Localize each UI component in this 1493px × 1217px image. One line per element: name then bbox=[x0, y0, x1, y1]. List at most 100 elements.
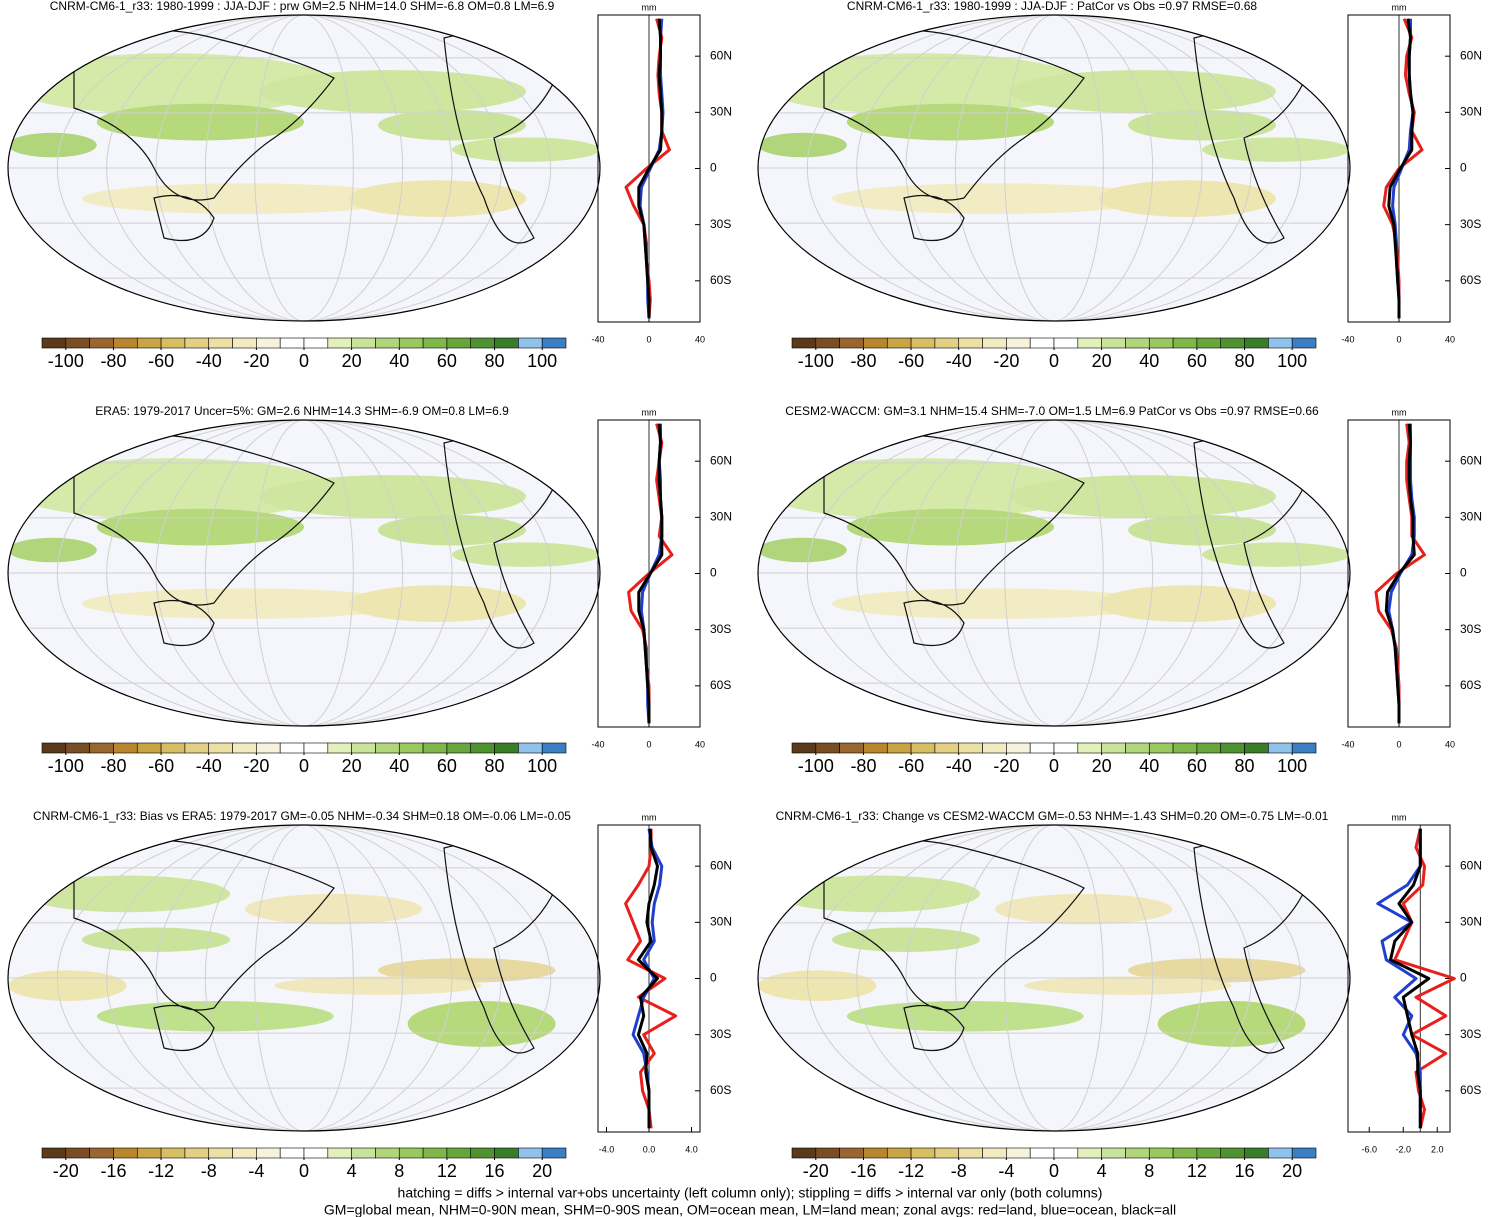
y-tick-label: 60N bbox=[710, 48, 732, 62]
colorbar-label: 80 bbox=[1235, 351, 1255, 371]
colorbar-swatch bbox=[958, 1147, 983, 1159]
y-tick-label: 30N bbox=[1460, 510, 1482, 524]
colorbar-swatch bbox=[279, 337, 305, 349]
x-tick-label: -40 bbox=[1341, 739, 1354, 749]
colorbar-swatch bbox=[1220, 1147, 1245, 1159]
colorbar-swatch bbox=[136, 742, 162, 754]
colorbar-swatch bbox=[398, 337, 424, 349]
colorbar-swatch bbox=[1006, 742, 1031, 754]
colorbar-label: -60 bbox=[148, 351, 174, 371]
map-border bbox=[757, 419, 1351, 727]
colorbar-swatch bbox=[1101, 337, 1126, 349]
map-title: CNRM-CM6-1_r33: Change vs CESM2-WACCM GM… bbox=[776, 809, 1329, 823]
field-blob bbox=[452, 542, 600, 567]
colorbar-swatch bbox=[1196, 337, 1222, 349]
colorbar-swatch bbox=[518, 742, 543, 754]
field-blob bbox=[1202, 542, 1350, 567]
x-tick-label: 40 bbox=[695, 739, 705, 749]
zonal-mean-line bbox=[1376, 828, 1422, 1129]
colorbar-swatch bbox=[184, 742, 210, 754]
x-tick-label: -2.0 bbox=[1395, 1144, 1411, 1154]
colorbar-swatch bbox=[470, 1147, 495, 1159]
colorbar-label: 20 bbox=[342, 756, 362, 776]
y-tick-label: 0 bbox=[1460, 971, 1467, 985]
meridian bbox=[155, 15, 453, 321]
field-blob bbox=[96, 1000, 334, 1032]
colorbar-label: 100 bbox=[527, 756, 557, 776]
colorbar-label: 20 bbox=[342, 351, 362, 371]
colorbar-swatch bbox=[256, 742, 281, 754]
colorbar-swatch bbox=[982, 1147, 1007, 1159]
colorbar-swatch bbox=[41, 337, 67, 349]
field-blob bbox=[846, 103, 1054, 141]
y-tick-label: 60N bbox=[1460, 858, 1482, 872]
colorbar-swatch bbox=[160, 1147, 186, 1159]
colorbar-label: -100 bbox=[798, 351, 834, 371]
colorbar-swatch bbox=[232, 742, 257, 754]
colorbar-label: -40 bbox=[946, 756, 972, 776]
colorbar-swatch bbox=[160, 337, 186, 349]
colorbar-label: 8 bbox=[1144, 1161, 1154, 1181]
colorbar-swatch bbox=[398, 1147, 424, 1159]
y-tick-label: 30S bbox=[1460, 1027, 1481, 1041]
colorbar-label: -60 bbox=[898, 351, 924, 371]
field-blob bbox=[1128, 109, 1276, 141]
colorbar-label: 20 bbox=[532, 1161, 552, 1181]
field-blob bbox=[82, 183, 408, 214]
colorbar-swatch bbox=[208, 1147, 233, 1159]
x-axis-label: mm bbox=[642, 2, 657, 12]
colorbar-swatch bbox=[1268, 1147, 1293, 1159]
colorbar-swatch bbox=[791, 337, 817, 349]
colorbar-swatch bbox=[886, 742, 912, 754]
colorbar-label: 12 bbox=[437, 1161, 457, 1181]
meridian bbox=[204, 825, 404, 1131]
colorbar-label: 40 bbox=[1139, 756, 1159, 776]
colorbar-swatch bbox=[1172, 1147, 1198, 1159]
y-tick-label: 0 bbox=[1460, 161, 1467, 175]
map-title: CNRM-CM6-1_r33: 1980-1999 : JJA-DJF : Pa… bbox=[847, 0, 1257, 13]
y-tick-label: 30S bbox=[1460, 217, 1481, 231]
colorbar-label: 16 bbox=[1235, 1161, 1255, 1181]
field-blob bbox=[846, 1000, 1084, 1032]
x-tick-label: -40 bbox=[1341, 334, 1354, 344]
colorbar-swatch bbox=[1148, 742, 1174, 754]
y-tick-label: 30N bbox=[1460, 915, 1482, 929]
colorbar-swatch bbox=[256, 337, 281, 349]
colorbar-swatch bbox=[279, 1147, 305, 1159]
colorbar-label: 80 bbox=[485, 756, 505, 776]
colorbar-swatch bbox=[839, 742, 864, 754]
colorbar-swatch bbox=[1077, 742, 1102, 754]
field-blob bbox=[758, 537, 847, 563]
meridian bbox=[56, 420, 552, 726]
colorbar-swatch bbox=[1053, 1147, 1079, 1159]
meridian bbox=[905, 420, 1203, 726]
colorbar-swatch bbox=[1053, 742, 1079, 754]
colorbar-swatch bbox=[863, 1147, 888, 1159]
meridian bbox=[204, 15, 404, 321]
colorbar-swatch bbox=[863, 337, 888, 349]
meridian bbox=[806, 825, 1302, 1131]
field-blob bbox=[1202, 137, 1350, 162]
footer-line: GM=global mean, NHM=0-90N mean, SHM=0-90… bbox=[324, 1202, 1176, 1217]
colorbar-label: 60 bbox=[437, 351, 457, 371]
field-blob bbox=[378, 109, 526, 141]
colorbar-swatch bbox=[1077, 1147, 1102, 1159]
y-tick-label: 60N bbox=[1460, 48, 1482, 62]
colorbar-swatch bbox=[1125, 1147, 1150, 1159]
y-tick-label: 30N bbox=[710, 915, 732, 929]
map-border bbox=[7, 824, 601, 1132]
field-blob bbox=[82, 588, 408, 619]
x-axis-label: mm bbox=[1392, 407, 1407, 417]
colorbar-label: -4 bbox=[248, 1161, 264, 1181]
colorbar-swatch bbox=[41, 1147, 67, 1159]
meridian bbox=[905, 825, 1203, 1131]
colorbar-swatch bbox=[982, 742, 1007, 754]
colorbar-swatch bbox=[256, 1147, 281, 1159]
field-blob bbox=[259, 70, 526, 113]
x-tick-label: 0 bbox=[646, 739, 651, 749]
colorbar-swatch bbox=[1220, 742, 1245, 754]
colorbar-swatch bbox=[1244, 742, 1269, 754]
colorbar-label: 0 bbox=[1049, 756, 1059, 776]
x-axis-label: mm bbox=[642, 812, 657, 822]
colorbar-label: -100 bbox=[48, 756, 84, 776]
